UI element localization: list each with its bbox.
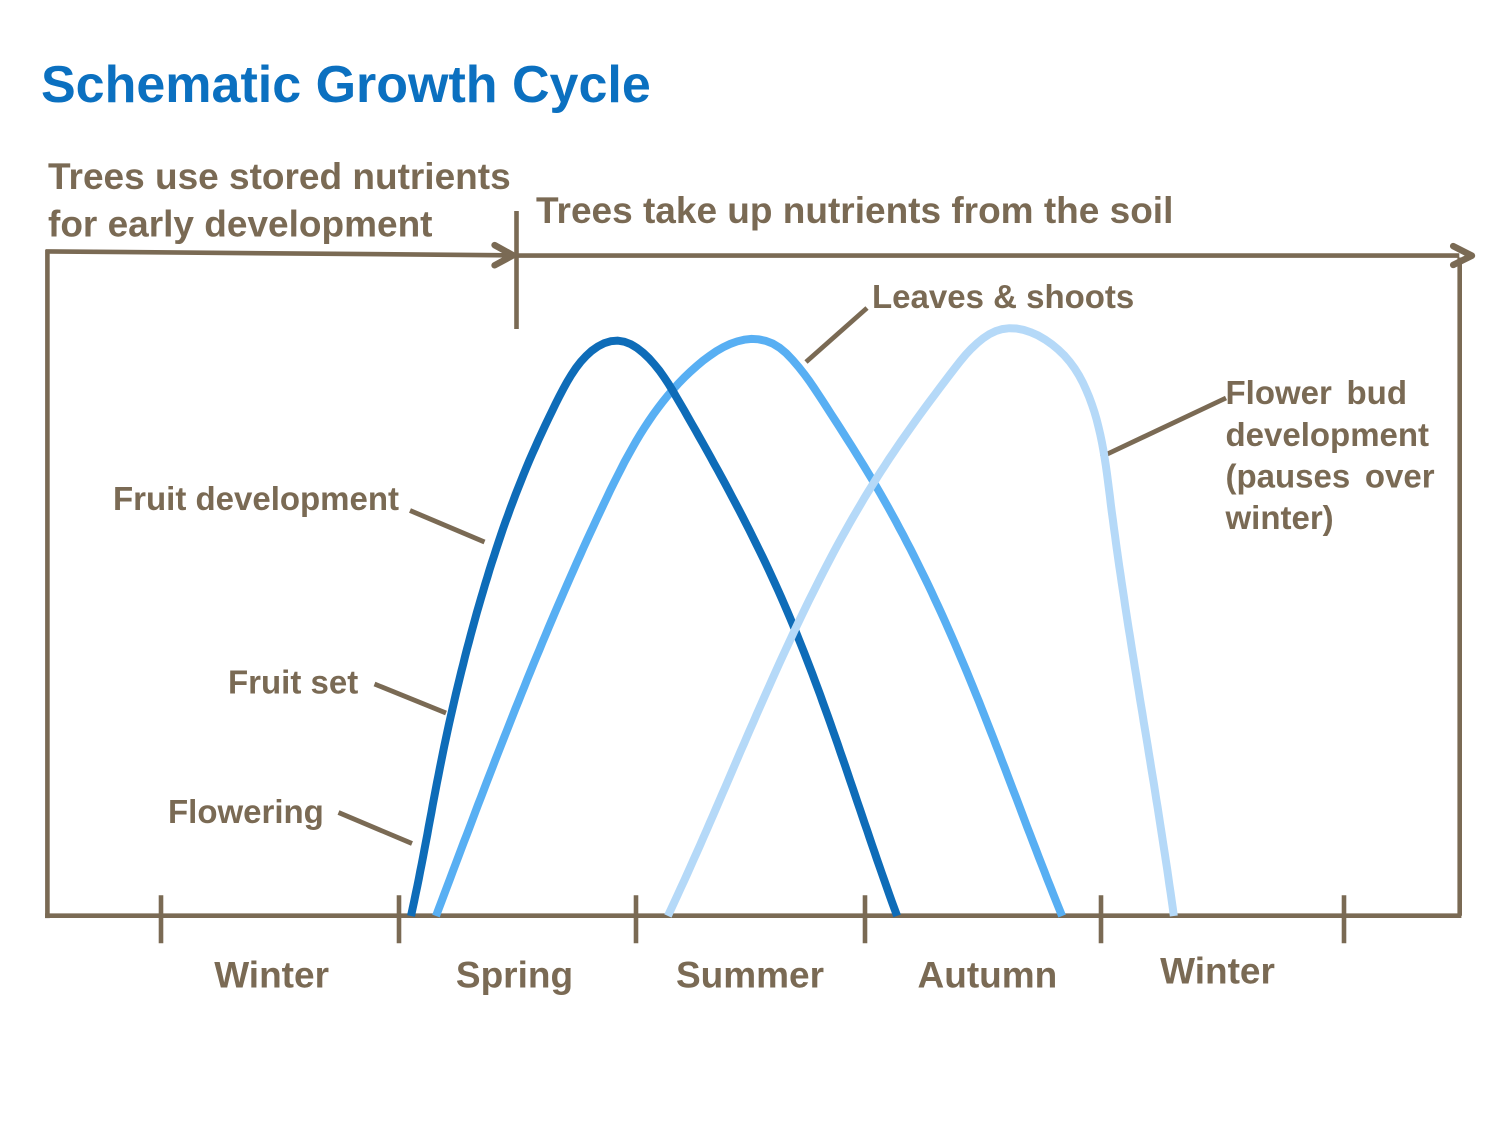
- svg-text:Flowering: Flowering: [168, 793, 324, 830]
- svg-text:development: development: [1226, 416, 1430, 453]
- svg-text:Leaves & shoots: Leaves & shoots: [872, 278, 1134, 315]
- svg-text:Schematic Growth Cycle: Schematic Growth Cycle: [41, 56, 651, 114]
- svg-text:Spring: Spring: [456, 955, 573, 996]
- svg-text:Trees take up nutrients from t: Trees take up nutrients from the soil: [536, 190, 1173, 231]
- svg-text:Fruit development: Fruit development: [113, 480, 399, 517]
- svg-text:Trees use stored nutrients: Trees use stored nutrients: [48, 156, 511, 197]
- svg-text:for early development: for early development: [48, 204, 433, 245]
- svg-text:Winter: Winter: [1160, 951, 1275, 992]
- svg-text:Winter: Winter: [214, 955, 329, 996]
- svg-text:winter): winter): [1225, 499, 1334, 536]
- svg-text:Fruit set: Fruit set: [228, 664, 358, 701]
- svg-text:Flower bud: Flower bud: [1226, 374, 1408, 411]
- svg-text:Summer: Summer: [676, 955, 824, 996]
- svg-text:Autumn: Autumn: [918, 955, 1058, 996]
- svg-text:(pauses over: (pauses over: [1226, 458, 1435, 495]
